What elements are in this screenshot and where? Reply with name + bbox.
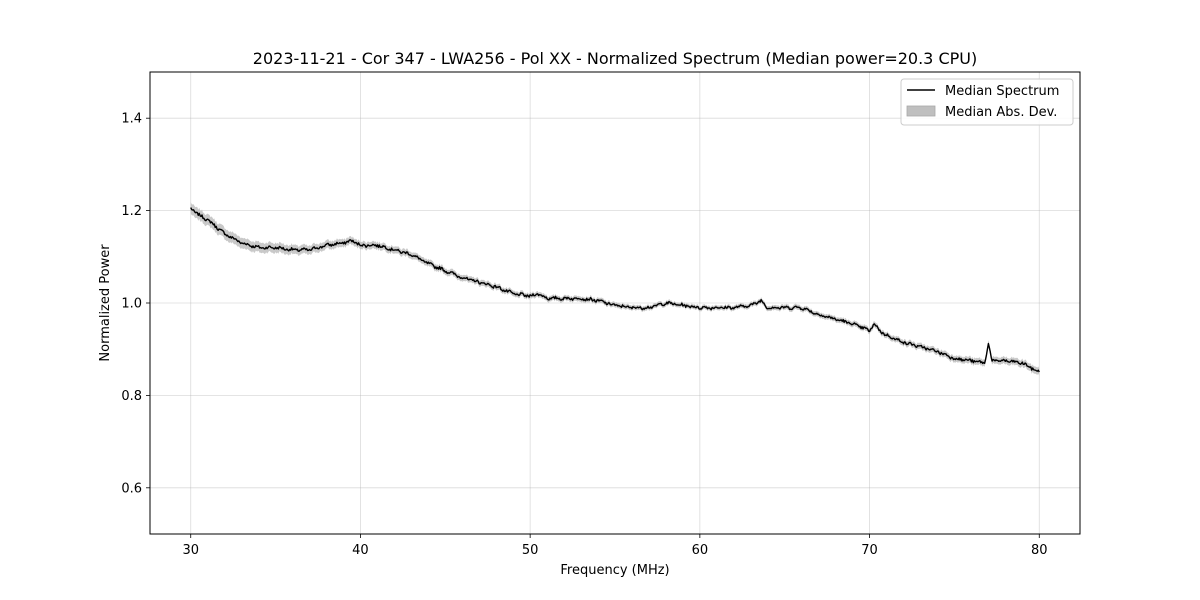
y-tick-label: 0.6	[121, 481, 142, 496]
legend-label-median-abs-dev: Median Abs. Dev.	[945, 105, 1057, 120]
axis-ticks: 30 40 50 60 70 80 0.6 0.8 1.0 1.2 1.4	[121, 112, 1047, 558]
y-tick-label: 1.2	[121, 204, 142, 219]
y-tick-label: 1.4	[121, 112, 142, 127]
legend-band-swatch	[906, 105, 936, 117]
legend: Median Spectrum Median Abs. Dev.	[900, 78, 1074, 126]
x-tick-label: 70	[861, 543, 878, 558]
y-tick-label: 0.8	[121, 389, 142, 404]
x-tick-label: 60	[692, 543, 709, 558]
x-tick-label: 40	[352, 543, 369, 558]
y-axis-label: Normalized Power	[98, 244, 113, 362]
x-tick-label: 30	[182, 543, 199, 558]
chart-title: 2023-11-21 - Cor 347 - LWA256 - Pol XX -…	[253, 49, 977, 68]
median-spectrum-line	[190, 207, 1040, 373]
x-tick-label: 50	[522, 543, 539, 558]
x-tick-label: 80	[1031, 543, 1048, 558]
legend-label-median-spectrum: Median Spectrum	[945, 84, 1059, 99]
x-axis-label: Frequency (MHz)	[560, 563, 669, 578]
legend-box	[900, 78, 1074, 126]
median-spectrum-series	[190, 207, 1040, 373]
y-tick-label: 1.0	[121, 297, 142, 312]
